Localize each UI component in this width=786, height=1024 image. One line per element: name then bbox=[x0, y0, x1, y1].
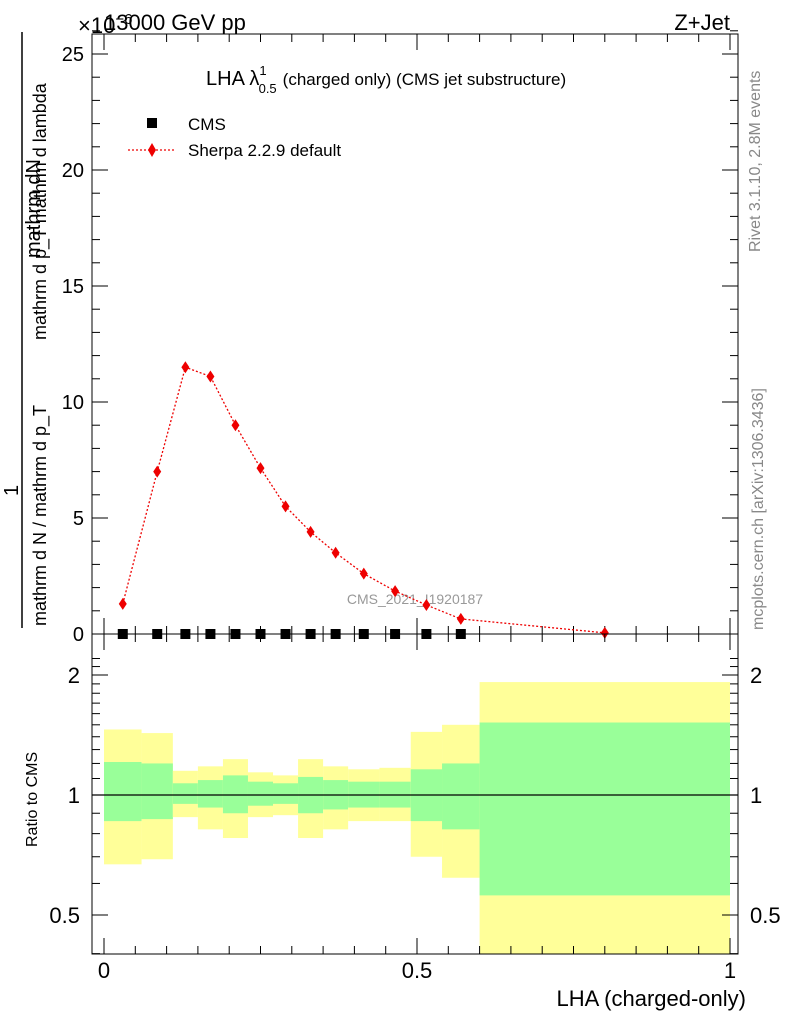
ratio-y-tick-label: 0.5 bbox=[49, 903, 80, 928]
legend-cms-label: CMS bbox=[188, 115, 226, 134]
legend-cms-marker bbox=[147, 118, 157, 128]
ratio-inner-band bbox=[247, 781, 274, 806]
ratio-y-tick-label-right: 0.5 bbox=[750, 903, 781, 928]
process-label: Z+Jet bbox=[674, 10, 730, 35]
mcplots-label: mcplots.cern.ch [arXiv:1306.3436] bbox=[750, 388, 767, 630]
legend: CMS Sherpa 2.2.9 default bbox=[128, 115, 341, 160]
x-tick-label: 1 bbox=[724, 958, 736, 983]
ratio-bands-layer bbox=[92, 682, 738, 954]
sherpa-point bbox=[456, 612, 465, 625]
sherpa-point bbox=[600, 626, 609, 639]
ylabel-den-bottom: mathrm d N / mathrm d p_T bbox=[30, 405, 51, 626]
legend-sherpa-label: Sherpa 2.2.9 default bbox=[188, 141, 341, 160]
ratio-y-ticks: 0.5 0.5 1 1 2 2 bbox=[49, 657, 781, 955]
ratio-y-tick-label-right: 2 bbox=[750, 663, 762, 688]
ratio-y-tick-label: 1 bbox=[68, 783, 80, 808]
ratio-inner-band bbox=[273, 783, 299, 804]
main-y-tick-label: 15 bbox=[62, 276, 84, 298]
main-y-axis-label: mathrm dN mathrm d p_T mathrm d lambda 1… bbox=[1, 32, 51, 628]
main-y-tick-label: 0 bbox=[73, 624, 84, 646]
x-axis-label: LHA (charged-only) bbox=[556, 986, 746, 1011]
sherpa-point bbox=[153, 465, 162, 478]
x-tick-label: 0.5 bbox=[402, 958, 433, 983]
ylabel-num-top: mathrm dN bbox=[23, 159, 45, 258]
main-y-tick-label: 10 bbox=[62, 392, 84, 414]
sherpa-point bbox=[331, 546, 340, 559]
sherpa-point bbox=[281, 500, 290, 513]
main-y-tick-label: 5 bbox=[73, 508, 84, 530]
sherpa-point bbox=[359, 567, 368, 580]
sherpa-point bbox=[118, 597, 127, 610]
ratio-y-tick-label-right: 1 bbox=[750, 783, 762, 808]
sherpa-point bbox=[256, 462, 265, 475]
ratio-inner-band bbox=[172, 783, 198, 804]
sherpa-point bbox=[181, 361, 190, 374]
x-tick-label: 0 bbox=[98, 958, 110, 983]
legend-sherpa-marker bbox=[148, 143, 156, 157]
main-y-tick-label: 25 bbox=[62, 44, 84, 66]
plot-title: LHA λ1 0.5 (charged only) (CMS jet substru… bbox=[206, 63, 566, 96]
ratio-inner-band bbox=[479, 722, 730, 896]
ratio-inner-band bbox=[197, 780, 223, 808]
ratio-y-axis-label: Ratio to CMS bbox=[24, 752, 41, 847]
rivet-version-label: Rivet 3.1.10, 2.8M events bbox=[747, 71, 764, 252]
ratio-panel-frame bbox=[91, 633, 739, 955]
main-y-ticks: 0 5 10 15 20 25 bbox=[62, 30, 738, 646]
ylabel-den-top: 1 bbox=[1, 485, 23, 496]
sherpa-point bbox=[391, 585, 400, 598]
ratio-y-tick-label: 2 bbox=[68, 663, 80, 688]
ratio-x-ticks: 0 0.5 1 bbox=[98, 634, 736, 983]
sherpa-point bbox=[422, 599, 431, 611]
ratio-inner-band bbox=[222, 775, 248, 814]
sherpa-line bbox=[122, 366, 605, 634]
energy-label: 13000 GeV pp bbox=[104, 10, 246, 35]
sherpa-point bbox=[206, 370, 215, 383]
ratio-inner-band bbox=[141, 763, 173, 820]
ratio-inner-band bbox=[442, 763, 480, 830]
ratio-inner-band bbox=[104, 761, 142, 822]
sherpa-point bbox=[231, 419, 240, 432]
analysis-watermark: CMS_2021_I1920187 bbox=[347, 591, 483, 607]
main-y-tick-label: 20 bbox=[62, 160, 84, 182]
ylabel-num-bottom: mathrm d p_T mathrm d lambda bbox=[30, 82, 51, 340]
sherpa-point bbox=[306, 525, 315, 538]
